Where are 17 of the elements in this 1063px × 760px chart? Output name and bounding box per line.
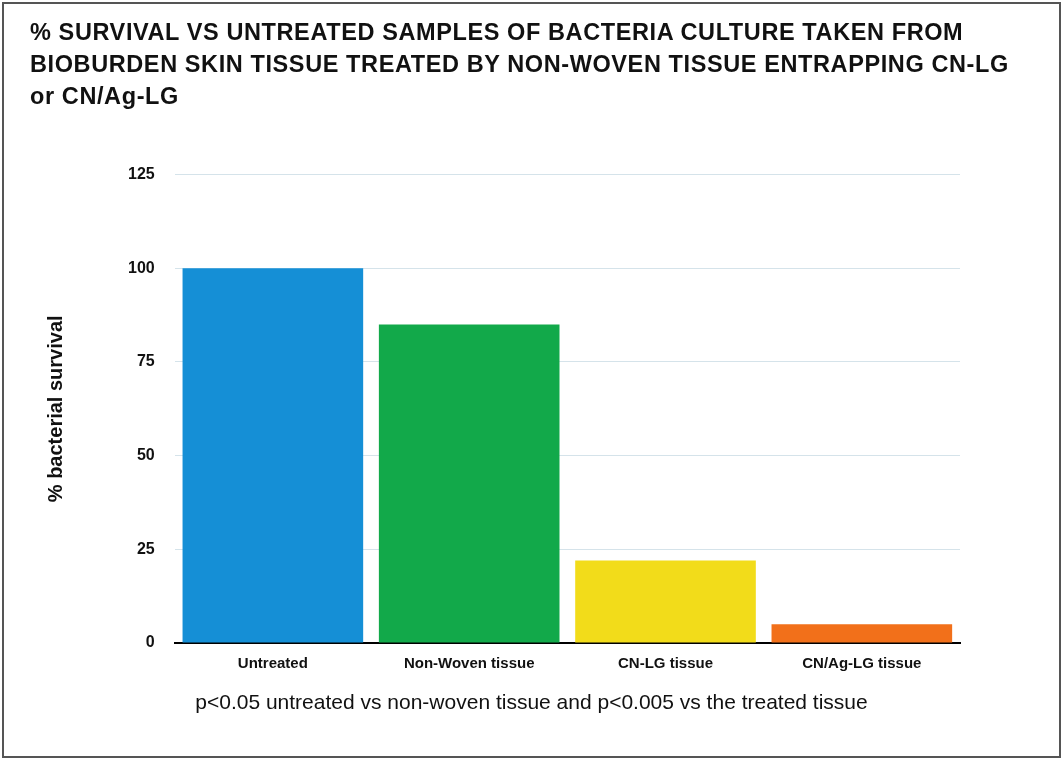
y-tick-label: 25 bbox=[136, 539, 155, 557]
x-tick-label: CN-LG tissue bbox=[618, 654, 714, 672]
bar bbox=[182, 268, 364, 643]
x-tick-label: Untreated bbox=[237, 654, 308, 672]
chart-title: % SURVIVAL VS UNTREATED SAMPLES OF BACTERIA CULTURE TAKEN FROM BIOBURDEN SKIN TISSUE TREATED BY NON-WOVEN TISSUE ENTRAPPING CN-LG or CN/Ag-LG bbox=[30, 18, 1010, 111]
bar bbox=[378, 324, 560, 643]
x-tick-label: CN/Ag-LG tissue bbox=[802, 654, 922, 672]
bar bbox=[771, 624, 953, 643]
y-tick-label: 50 bbox=[136, 446, 155, 464]
bar bbox=[575, 560, 756, 643]
y-axis-title: % bacterial survival bbox=[43, 315, 66, 503]
y-tick-label: 125 bbox=[127, 165, 155, 183]
y-tick-label: 100 bbox=[127, 258, 155, 276]
y-tick-label: 0 bbox=[145, 633, 155, 651]
text: p<0.05 untreated vs non-woven tissue and p<0.005 vs the treated tissue bbox=[194, 690, 869, 714]
y-tick-label: 75 bbox=[136, 352, 155, 370]
x-tick-label: Non-Woven tissue bbox=[403, 654, 535, 672]
